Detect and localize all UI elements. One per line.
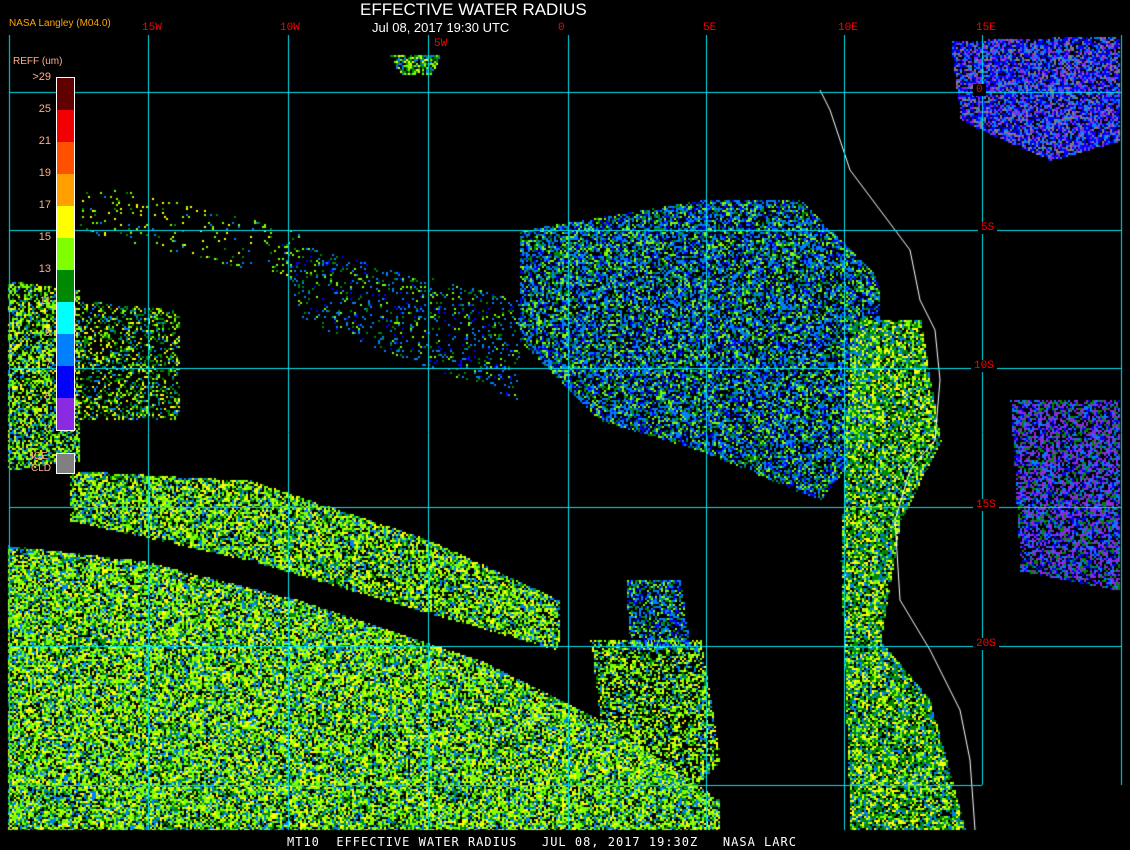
- footer-caption: MT10 EFFECTIVE WATER RADIUS JUL 08, 2017…: [287, 835, 797, 849]
- colorbar-segment: [57, 334, 74, 366]
- legend-tick-label: 13: [38, 263, 51, 275]
- colorbar-segment: [57, 270, 74, 302]
- lon-label-5e: 5E: [703, 22, 717, 34]
- colorbar-segment: [57, 398, 74, 430]
- lat-label-0: 0: [973, 84, 986, 96]
- legend-tick-label: 17: [38, 199, 51, 211]
- legend-tick-label: 25: [38, 103, 51, 115]
- colorbar-segment: [57, 366, 74, 398]
- lon-label-10w: 10W: [280, 22, 300, 34]
- colorbar-segment: [57, 302, 74, 334]
- ice-label: ICE: [31, 451, 48, 462]
- lat-label-20s: 20S: [973, 638, 999, 650]
- cld-label: CLD: [31, 463, 52, 474]
- ice-cloud-swatch: [56, 453, 75, 474]
- legend-tick-label: 21: [38, 135, 51, 147]
- legend-tick-label: 19: [38, 167, 51, 179]
- lon-label-10e: 10E: [838, 22, 858, 34]
- lat-label-15s: 15S: [973, 499, 999, 511]
- colorbar-segment: [57, 142, 74, 174]
- map-title: EFFECTIVE WATER RADIUS: [360, 0, 587, 19]
- credit-label: NASA Langley (M04.0): [9, 18, 111, 29]
- lon-label-15e: 15E: [976, 22, 996, 34]
- lon-label-5w: 5W: [432, 38, 450, 50]
- legend-tick-label: 15: [38, 231, 51, 243]
- legend-tick-label: 9: [44, 327, 51, 339]
- legend-tick-label: 7: [44, 359, 51, 371]
- colorbar-segment: [57, 174, 74, 206]
- legend-title: REFF (um): [13, 56, 63, 67]
- lon-label-0: 0: [558, 22, 565, 34]
- legend-tick-label: 5: [44, 391, 51, 403]
- legend-tick-label: 0: [44, 423, 51, 435]
- colorbar-segment: [57, 238, 74, 270]
- map-timestamp: Jul 08, 2017 19:30 UTC: [372, 20, 510, 35]
- lat-label-10s: 10S: [971, 360, 997, 372]
- legend-tick-label: 11: [39, 295, 51, 307]
- colorbar-segment: [57, 78, 74, 110]
- lat-label-5s: 5S: [978, 222, 998, 234]
- legend-tick-label: >29: [32, 71, 51, 83]
- colorbar: [56, 77, 75, 431]
- colorbar-segment: [57, 206, 74, 238]
- lon-label-15w: 15W: [142, 22, 162, 34]
- colorbar-segment: [57, 110, 74, 142]
